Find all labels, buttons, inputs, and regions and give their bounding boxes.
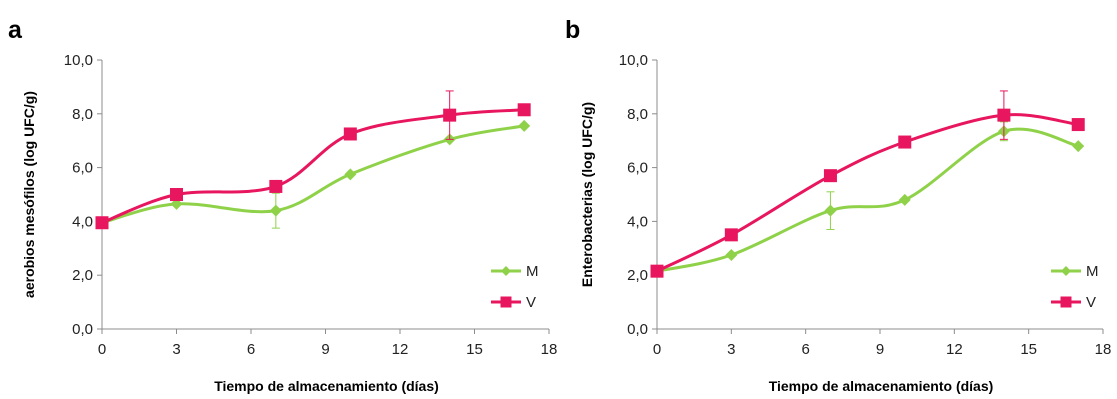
- series-M: [96, 119, 531, 229]
- legend-marker: [500, 296, 512, 308]
- legend-marker: [1060, 296, 1072, 308]
- legend-label: V: [526, 294, 536, 311]
- data-point: [997, 108, 1011, 122]
- panel-label: a: [8, 16, 23, 44]
- x-tick-label: 12: [392, 341, 409, 358]
- y-tick-label: 0,0: [72, 321, 93, 338]
- x-tick-label: 6: [247, 341, 255, 358]
- y-tick-label: 6,0: [72, 160, 93, 177]
- y-tick-label: 8,0: [627, 106, 648, 123]
- x-tick-label: 3: [172, 341, 180, 358]
- series-line: [656, 127, 1079, 273]
- data-point: [269, 204, 282, 217]
- legend-item-M: M: [491, 263, 539, 280]
- legend-label: M: [1086, 263, 1099, 280]
- x-axis-title: Tiempo de almacenamiento (días): [214, 378, 439, 394]
- chart-panel-b: b 0,0 2,0 4,0 6,0 8,0 10,0 0 3 6 9 12 15 18 Tiempo de …: [565, 16, 1111, 394]
- chart-panel-a: a 0,0 2,0 4,0 6,0 8,0 10,0 0 3 6 9 12 15 18 Tiempo de …: [8, 16, 557, 394]
- legend-label: M: [526, 263, 539, 280]
- x-tick-label: 12: [946, 341, 963, 358]
- data-point: [518, 119, 531, 132]
- x-tick-label: 15: [1020, 341, 1037, 358]
- panel-label: b: [565, 16, 580, 44]
- legend-marker: [1061, 266, 1071, 276]
- y-tick-label: 10,0: [619, 52, 648, 69]
- x-tick-label: 6: [801, 341, 809, 358]
- data-point: [650, 264, 664, 278]
- data-point: [443, 108, 457, 122]
- x-axis-title: Tiempo de almacenamiento (días): [769, 378, 994, 394]
- x-tick-label: 15: [466, 341, 483, 358]
- data-point: [95, 216, 109, 230]
- y-tick-label: 4,0: [72, 213, 93, 230]
- x-tick-label: 9: [876, 341, 884, 358]
- legend-label: V: [1086, 294, 1096, 311]
- y-tick-label: 2,0: [627, 267, 648, 284]
- data-point: [824, 204, 837, 217]
- x-tick-label: 18: [1095, 341, 1112, 358]
- data-point: [724, 228, 738, 242]
- data-point: [823, 169, 837, 183]
- y-tick-label: 8,0: [72, 106, 93, 123]
- data-point: [1071, 118, 1085, 132]
- series-V: [95, 90, 531, 230]
- y-axis-title: aerobios mesófilos (log UFC/g): [21, 91, 37, 298]
- series-line: [101, 124, 525, 225]
- series-M: [651, 121, 1085, 278]
- data-point: [343, 127, 357, 141]
- data-point: [898, 193, 911, 206]
- y-tick-label: 0,0: [627, 321, 648, 338]
- series-line: [656, 113, 1079, 273]
- series-V: [650, 90, 1085, 278]
- data-point: [725, 249, 738, 262]
- data-point: [344, 168, 357, 181]
- legend-item-V: V: [1051, 294, 1096, 311]
- x-tick-label: 18: [541, 341, 558, 358]
- legend-item-V: V: [491, 294, 536, 311]
- data-point: [898, 135, 912, 149]
- x-tick-label: 3: [727, 341, 735, 358]
- y-tick-label: 4,0: [627, 213, 648, 230]
- y-axis-title: Enterobacterias (log UFC/g): [579, 102, 595, 287]
- y-tick-label: 6,0: [627, 160, 648, 177]
- data-point: [1072, 140, 1085, 153]
- data-point: [170, 188, 183, 201]
- legend-item-M: M: [1051, 263, 1099, 280]
- legend-marker: [501, 266, 511, 276]
- y-tick-label: 10,0: [64, 52, 93, 69]
- data-point: [269, 179, 283, 193]
- y-tick-label: 2,0: [72, 267, 93, 284]
- x-tick-label: 0: [653, 341, 661, 358]
- data-point: [517, 103, 531, 117]
- x-tick-label: 9: [321, 341, 329, 358]
- x-tick-label: 0: [98, 341, 106, 358]
